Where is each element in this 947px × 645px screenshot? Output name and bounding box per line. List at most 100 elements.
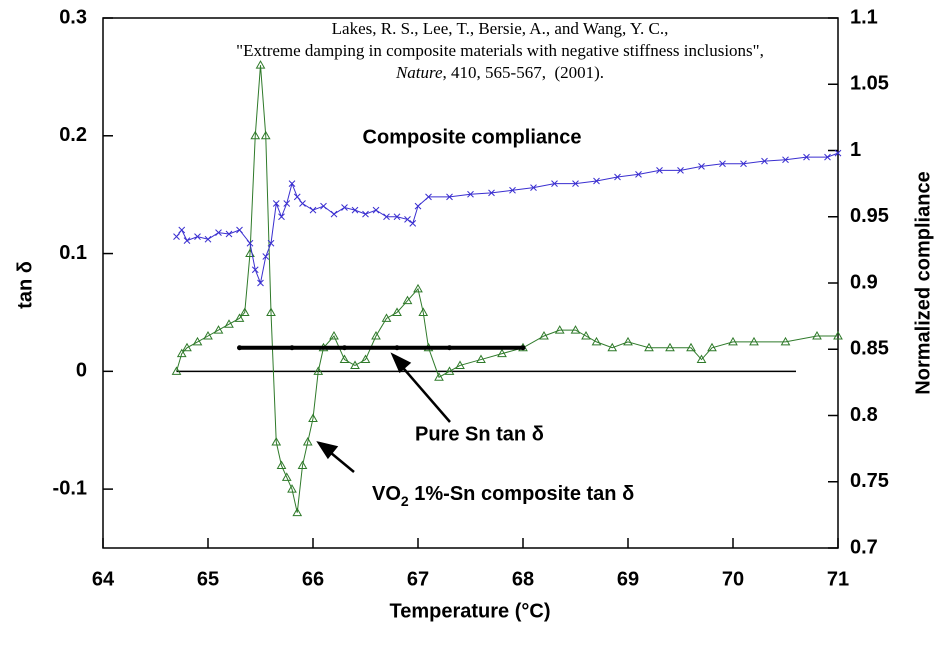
point (299, 200, 306, 207)
point (728, 336, 738, 346)
point (607, 342, 618, 352)
point (665, 342, 675, 352)
point (350, 360, 360, 369)
point (339, 354, 350, 364)
point (392, 307, 402, 316)
point (224, 319, 234, 328)
plot-frame (102, 17, 839, 549)
x-tick-label: 67 (407, 568, 429, 590)
point (372, 206, 380, 214)
point (192, 336, 203, 346)
point (260, 130, 271, 140)
point (276, 460, 287, 470)
y2-tick-label: 0.9 (850, 271, 878, 293)
annotation-part: 2 (401, 493, 409, 509)
point (698, 163, 705, 170)
y2-axis-title: Normalized compliance (912, 171, 934, 394)
point (551, 180, 558, 187)
y2-tick-label: 0.7 (850, 536, 878, 558)
point (572, 180, 579, 187)
annotation: Composite compliance (363, 126, 582, 148)
x-tick-label: 65 (197, 568, 219, 590)
y-tick-label: 0.1 (59, 242, 87, 264)
point (803, 153, 810, 161)
point (204, 235, 212, 243)
point (677, 167, 684, 174)
point (251, 266, 259, 274)
point (554, 325, 565, 334)
series-line (176, 152, 839, 285)
point (383, 213, 390, 221)
source-details: , 410, 565-567, (2001). (443, 63, 604, 82)
x-tick-label: 70 (722, 568, 744, 590)
point (686, 342, 696, 352)
point (313, 366, 324, 375)
point (467, 190, 474, 198)
point (287, 484, 297, 493)
point (824, 153, 831, 161)
point (257, 279, 264, 287)
point (171, 366, 182, 375)
point (520, 345, 526, 351)
point (309, 206, 317, 214)
point (246, 239, 254, 247)
point (302, 436, 313, 446)
source-reference: Nature, 410, 565-567, (2001). (395, 63, 604, 82)
x-tick-label: 64 (92, 568, 115, 590)
point (320, 202, 327, 210)
point (530, 184, 537, 191)
point (509, 186, 516, 194)
point (293, 193, 301, 201)
point (203, 330, 213, 340)
point (360, 354, 371, 364)
point (570, 325, 581, 334)
point (834, 149, 842, 157)
point (455, 360, 465, 369)
point (215, 229, 222, 237)
point (782, 156, 789, 164)
point (297, 460, 308, 470)
point (329, 330, 339, 340)
point (176, 348, 187, 358)
point (476, 354, 486, 364)
point (593, 177, 600, 185)
point (278, 213, 285, 221)
y-tick-label: 0.2 (59, 124, 87, 146)
point (267, 239, 275, 247)
point (255, 60, 266, 69)
point (225, 230, 233, 238)
point (393, 213, 401, 221)
point (362, 210, 369, 218)
point (413, 283, 423, 293)
point (418, 307, 429, 316)
point (761, 157, 768, 165)
point (414, 202, 422, 210)
point (696, 354, 707, 364)
point (740, 160, 747, 168)
y2-tick-label: 0.85 (850, 338, 889, 360)
point (381, 313, 392, 322)
y2-tick-label: 1.05 (850, 73, 889, 95)
arrow-head (316, 441, 339, 460)
x-tick-label: 69 (617, 568, 639, 590)
source-authors: Lakes, R. S., Lee, T., Bersie, A., and W… (332, 19, 669, 38)
point (434, 372, 444, 381)
point (780, 336, 791, 346)
point (446, 193, 453, 201)
annotation-part: 1%-Sn composite tan δ (409, 483, 635, 505)
point (635, 170, 642, 178)
point (623, 336, 633, 346)
point (749, 336, 759, 346)
point (178, 226, 186, 234)
y2-tick-label: 1 (850, 139, 861, 161)
point (272, 200, 280, 207)
point (271, 436, 282, 446)
y2-tick-label: 1.1 (850, 6, 878, 28)
point (266, 307, 276, 316)
point (234, 313, 245, 322)
point (402, 295, 413, 305)
x-tick-label: 71 (827, 568, 849, 590)
point (833, 330, 843, 340)
x-tick-label: 66 (302, 568, 324, 590)
point (173, 233, 180, 240)
